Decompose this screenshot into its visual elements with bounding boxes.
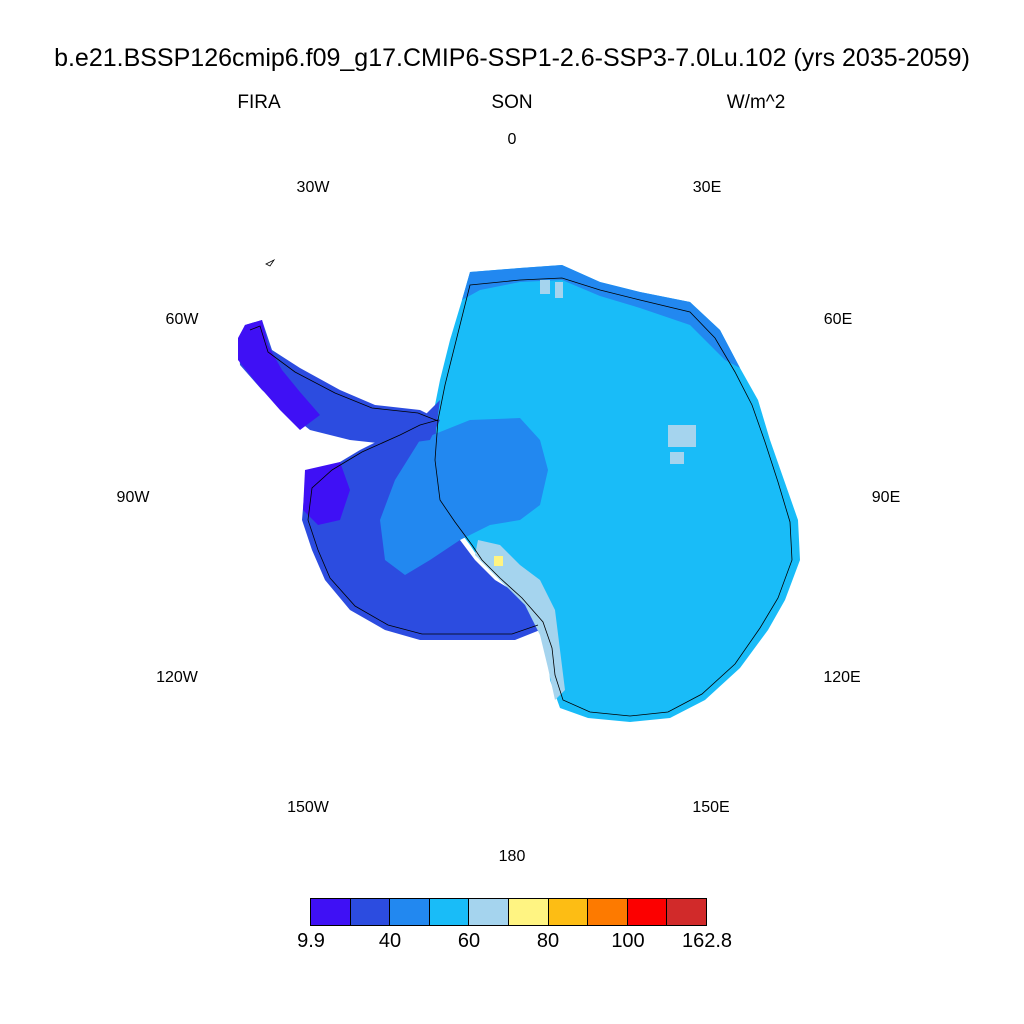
colorbar-label-5: 100: [611, 930, 645, 952]
map-light-patch-3: [540, 280, 550, 294]
map-interior-zone: [380, 418, 548, 575]
map-light-patch-2: [670, 452, 684, 464]
colorbar-label-1: 9.9: [297, 930, 325, 952]
map-east-coast-fringe: [462, 265, 740, 368]
lon-label-30e: 30E: [692, 179, 722, 196]
map-light-patch-4: [555, 282, 563, 298]
colorbar-box-7: [547, 898, 589, 926]
lon-label-150e: 150E: [692, 799, 730, 816]
colorbar-box-5: [468, 898, 509, 926]
lon-label-60w: 60W: [165, 311, 199, 328]
lon-label-120w: 120W: [156, 669, 198, 686]
map-coastline: [434, 277, 793, 717]
variable-label: FIRA: [237, 92, 281, 113]
lon-label-120e: 120E: [823, 669, 861, 686]
season-label: SON: [491, 92, 533, 113]
colorbar-box-9: [626, 898, 668, 926]
colorbar-box-2: [349, 898, 391, 926]
map-peninsula: [238, 320, 440, 445]
lon-label-90e: 90E: [871, 489, 901, 506]
lon-label-60e: 60E: [823, 311, 853, 328]
colorbar-box-6: [507, 898, 549, 926]
colorbar-label-6: 162.8: [681, 930, 733, 952]
lon-label-30w: 30W: [296, 179, 330, 196]
map-peninsula-tip: [238, 320, 320, 430]
colorbar-box-1: [310, 898, 351, 926]
units-label: W/m^2: [726, 92, 786, 113]
colorbar-box-4: [428, 898, 470, 926]
map-yellow-cell: [494, 556, 503, 566]
lon-label-90w: 90W: [116, 489, 150, 506]
plot-title: b.e21.BSSP126cmip6.f09_g17.CMIP6-SSP1-2.…: [54, 44, 970, 72]
map-small-island: [265, 258, 276, 267]
colorbar-box-8: [587, 898, 628, 926]
colorbar-label-4: 80: [536, 930, 560, 952]
lon-label-180: 180: [498, 848, 526, 865]
map-light-patch-1: [668, 425, 696, 447]
lon-label-0: 0: [507, 131, 517, 148]
colorbar-label-3: 60: [457, 930, 481, 952]
map-coastline-peninsula: [249, 325, 439, 422]
map-west-patch: [303, 462, 350, 525]
map-continent-main: [430, 265, 800, 722]
colorbar-label-2: 40: [378, 930, 402, 952]
colorbar: [310, 898, 707, 926]
map-coastline-west: [307, 419, 539, 635]
map-ross-shelf: [475, 540, 565, 700]
colorbar-box-10: [666, 898, 707, 926]
lon-label-150w: 150W: [287, 799, 329, 816]
colorbar-box-3: [389, 898, 430, 926]
